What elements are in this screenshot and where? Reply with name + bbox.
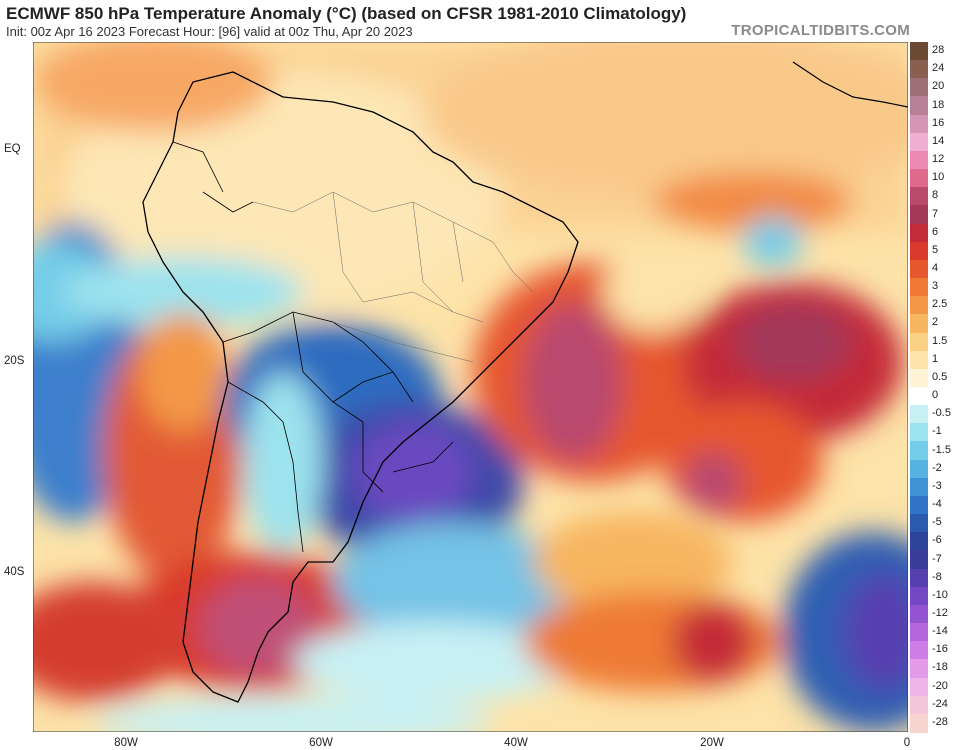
forecast-info: Init: 00z Apr 16 2023 Forecast Hour: [96…	[6, 24, 413, 39]
colorbar-segment	[910, 550, 928, 570]
colorbar-segment	[910, 60, 928, 80]
colorbar-segment	[910, 205, 928, 225]
colorbar-segment	[910, 495, 928, 515]
colorbar-label: 18	[932, 98, 945, 111]
country-borders	[172, 141, 454, 553]
colorbar-segment	[910, 568, 928, 588]
colorbar-label: 28	[932, 44, 945, 57]
colorbar-segment	[910, 96, 928, 116]
colorbar-segment	[910, 42, 928, 61]
colorbar-label: 7	[932, 207, 939, 220]
continent-outline	[142, 71, 579, 703]
colorbar-label: -20	[932, 679, 948, 692]
lat-label-40s: 40S	[4, 566, 25, 578]
colorbar-segment	[910, 350, 928, 370]
colorbar-label: 0	[932, 389, 939, 402]
lon-label-40w: 40W	[504, 737, 528, 749]
colorbar-label: -18	[932, 661, 948, 674]
colorbar-label: -16	[932, 643, 948, 656]
colorbar-label: 5	[932, 243, 939, 256]
colorbar-label: -0.5	[932, 407, 951, 420]
colorbar-label: 1	[932, 352, 939, 365]
colorbar-label: 20	[932, 80, 945, 93]
colorbar-segment	[910, 514, 928, 534]
colorbar-segment	[910, 187, 928, 207]
colorbar-label: -7	[932, 552, 942, 565]
colorbar-label: 14	[932, 134, 945, 147]
colorbar-segment	[910, 259, 928, 279]
colorbar-segment	[910, 459, 928, 479]
colorbar-segment	[910, 314, 928, 334]
colorbar-label: 16	[932, 116, 945, 129]
colorbar-segment	[910, 441, 928, 461]
colorbar-segment	[910, 713, 928, 733]
state-borders	[252, 191, 534, 363]
colorbar-label: 1.5	[932, 334, 948, 347]
colorbar-segment	[910, 604, 928, 624]
lon-label-60w: 60W	[309, 737, 333, 749]
colorbar-segment	[910, 150, 928, 170]
colorbar-label: -1.5	[932, 443, 951, 456]
colorbar-label: -5	[932, 516, 942, 529]
colorbar-label: -12	[932, 606, 948, 619]
colorbar-label: 2.5	[932, 298, 948, 311]
colorbar-label: 4	[932, 261, 939, 274]
colorbar-segment	[910, 241, 928, 261]
colorbar-segment	[910, 659, 928, 679]
colorbar-label: 3	[932, 280, 939, 293]
colorbar-label: -24	[932, 697, 948, 710]
colorbar-label: -14	[932, 625, 948, 638]
colorbar-label: -6	[932, 534, 942, 547]
colorbar-segment	[910, 387, 928, 406]
anomaly-field	[33, 42, 908, 732]
lon-label-0: 0	[903, 737, 911, 749]
colorbar-segment	[910, 641, 928, 661]
map-title: ECMWF 850 hPa Temperature Anomaly (°C) (…	[6, 4, 687, 23]
colorbar-label: 2	[932, 316, 939, 329]
colorbar-segment	[910, 78, 928, 98]
colorbar-segment	[910, 169, 928, 189]
lon-label-20w: 20W	[700, 737, 724, 749]
colorbar-label: -1	[932, 425, 942, 438]
colorbar-segment	[910, 423, 928, 443]
anomaly-map	[33, 42, 908, 732]
colorbar-segment	[910, 677, 928, 697]
lat-label-20s: 20S	[4, 355, 25, 367]
colorbar-segment	[910, 405, 928, 425]
colorbar-label: 12	[932, 153, 945, 166]
colorbar-segment	[910, 332, 928, 352]
colorbar-label: 24	[932, 62, 945, 75]
colorbar-label: 0.5	[932, 370, 948, 383]
colorbar-segment	[910, 132, 928, 152]
colorbar-label: 6	[932, 225, 939, 238]
colorbar-segment	[910, 114, 928, 134]
colorbar-label: -2	[932, 461, 942, 474]
colorbar-segment	[910, 532, 928, 552]
africa-coast	[792, 61, 908, 108]
colorbar-segment	[910, 296, 928, 316]
source-watermark: TROPICALTIDBITS.COM	[731, 22, 910, 39]
lon-label-80w: 80W	[114, 737, 138, 749]
colorbar-label: -4	[932, 498, 942, 511]
colorbar-segment	[910, 477, 928, 497]
lat-label-eq: EQ	[4, 143, 21, 155]
colorbar-label: -28	[932, 715, 948, 728]
colorbar-label: 10	[932, 171, 945, 184]
colorbar-segment	[910, 695, 928, 715]
colorbar-label: -3	[932, 479, 942, 492]
colorbar-segment	[910, 623, 928, 643]
colorbar-segment	[910, 278, 928, 298]
colorbar-segment	[910, 223, 928, 243]
colorbar-segment	[910, 368, 928, 388]
colorbar-label: -8	[932, 570, 942, 583]
colorbar-label: 8	[932, 189, 939, 202]
colorbar-label: -10	[932, 588, 948, 601]
colorbar	[910, 42, 928, 733]
colorbar-segment	[910, 586, 928, 606]
